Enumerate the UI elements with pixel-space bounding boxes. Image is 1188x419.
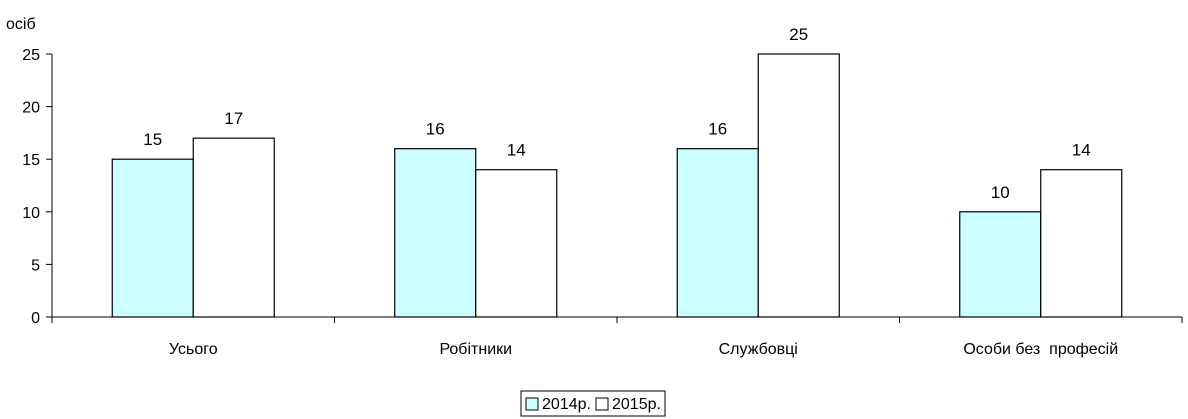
- data-label: 17: [224, 109, 243, 128]
- data-label: 10: [991, 183, 1010, 202]
- legend-label: 2015р.: [612, 396, 661, 413]
- y-tick-label: 20: [22, 100, 40, 117]
- y-tick-label: 10: [22, 205, 40, 222]
- legend-swatch: [526, 398, 538, 410]
- data-label: 16: [426, 120, 445, 139]
- x-category-label: Службовці: [719, 341, 798, 358]
- legend: 2014р. 2015р.: [521, 391, 665, 416]
- bar-series-1: [677, 149, 758, 317]
- x-category-label: Робітники: [439, 341, 512, 358]
- bar-series-1: [112, 159, 193, 317]
- y-tick-label: 15: [22, 152, 40, 169]
- data-labels: 15 17 16 14 16 25 10 14: [143, 25, 1090, 202]
- y-tick-label: 5: [31, 257, 40, 274]
- bar-series-2: [476, 170, 557, 317]
- data-label: 14: [507, 141, 526, 160]
- data-label: 15: [143, 130, 162, 149]
- x-category-label: Особи без професій: [963, 341, 1118, 358]
- y-tick-label: 0: [31, 310, 40, 327]
- data-label: 25: [789, 25, 808, 44]
- bar-series-1: [395, 149, 476, 317]
- legend-swatch: [596, 398, 608, 410]
- y-axis-unit-label: осіб: [6, 16, 36, 33]
- bar-series-2: [1041, 170, 1122, 317]
- data-label: 16: [708, 120, 727, 139]
- bar-series-1: [960, 212, 1041, 317]
- data-label: 14: [1072, 141, 1091, 160]
- bar-series-2: [193, 138, 274, 317]
- bars: [112, 54, 1122, 317]
- x-category-label: Усього: [169, 341, 218, 358]
- bar-series-2: [758, 54, 839, 317]
- y-tick-label: 25: [22, 47, 40, 64]
- legend-label: 2014р.: [542, 396, 591, 413]
